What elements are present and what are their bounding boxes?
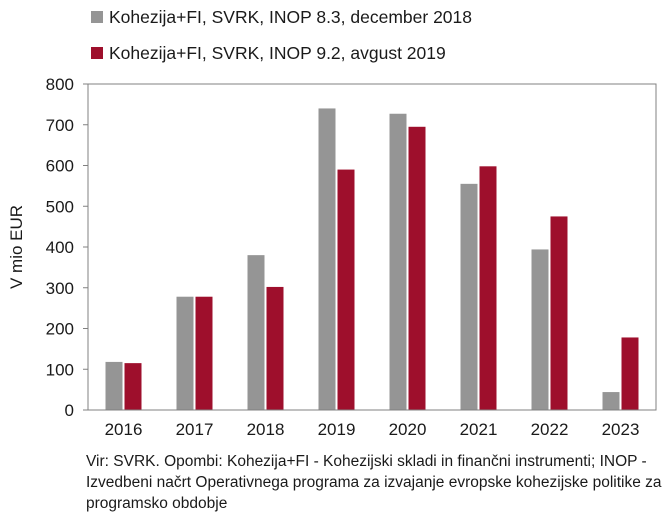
bar (621, 337, 639, 410)
legend-swatch (91, 47, 103, 59)
bar (531, 249, 549, 410)
legend-label: Kohezija+FI, SVRK, INOP 8.3, december 20… (109, 7, 472, 27)
y-tick-label: 100 (46, 360, 74, 379)
bars (105, 108, 639, 410)
x-tick-label: 2020 (389, 420, 427, 439)
bar (389, 113, 407, 410)
legend-swatch (91, 11, 103, 23)
y-tick-label: 800 (46, 75, 74, 94)
x-tick-label: 2019 (318, 420, 356, 439)
y-tick-label: 600 (46, 157, 74, 176)
plot-area-frame (87, 83, 657, 411)
legend-label: Kohezija+FI, SVRK, INOP 9.2, avgust 2019 (109, 43, 446, 63)
bar (550, 216, 568, 410)
x-tick-label: 2018 (247, 420, 285, 439)
y-tick-label: 300 (46, 279, 74, 298)
source-note: Vir: SVRK. Opombi: Kohezija+FI - Kohezij… (86, 453, 662, 512)
bar (247, 255, 265, 410)
x-tick-label: 2021 (460, 420, 498, 439)
y-tick-label: 500 (46, 197, 74, 216)
legend: Kohezija+FI, SVRK, INOP 8.3, december 20… (91, 7, 472, 63)
bar (266, 286, 284, 410)
bar (176, 296, 194, 410)
y-tick-label: 0 (65, 401, 74, 420)
y-tick-label: 700 (46, 116, 74, 135)
bar-chart: Kohezija+FI, SVRK, INOP 8.3, december 20… (7, 7, 657, 439)
x-tick-label: 2023 (602, 420, 640, 439)
bar (124, 363, 142, 410)
y-axis-ticks: 0 100 200 300 400 500 600 700 800 (46, 75, 88, 420)
x-tick-label: 2016 (105, 420, 143, 439)
bar (602, 392, 620, 410)
y-tick-label: 200 (46, 320, 74, 339)
bar (195, 296, 213, 410)
bar (479, 166, 497, 410)
y-axis-label: V mio EUR (7, 205, 26, 289)
y-tick-label: 400 (46, 238, 74, 257)
bar (408, 126, 426, 410)
bar (337, 169, 355, 410)
bar (460, 183, 478, 410)
bar (318, 108, 336, 410)
x-tick-label: 2022 (531, 420, 569, 439)
x-axis-ticks: 2016 2017 2018 2019 2020 2021 2022 2023 (105, 420, 640, 439)
x-tick-label: 2017 (176, 420, 214, 439)
bar (105, 361, 123, 410)
